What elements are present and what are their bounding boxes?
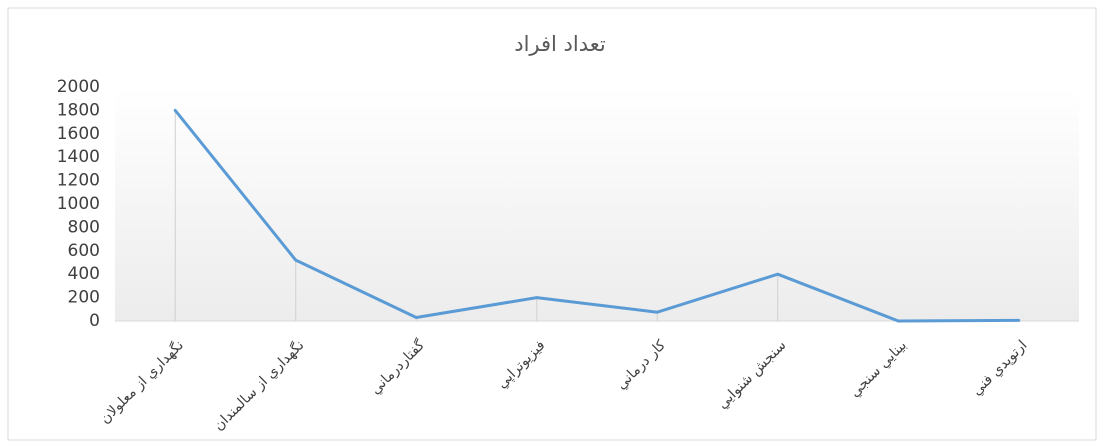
y-tick-label: 1600	[57, 124, 100, 144]
plot-area	[115, 87, 1079, 321]
y-tick-label: 600	[68, 241, 100, 261]
y-tick-label: 200	[68, 288, 100, 308]
data-line	[173, 108, 1021, 323]
y-tick-label: 1000	[57, 194, 100, 214]
y-tick-label: 800	[68, 217, 100, 237]
y-tick-label: 1400	[57, 147, 100, 167]
y-tick-label: 0	[89, 311, 100, 331]
y-tick-label: 1800	[57, 100, 100, 120]
chart-title: تعداد افراد	[514, 32, 606, 56]
y-tick-label: 400	[68, 264, 100, 284]
y-tick-label: 2000	[57, 77, 100, 97]
y-tick-label: 1200	[57, 171, 100, 191]
